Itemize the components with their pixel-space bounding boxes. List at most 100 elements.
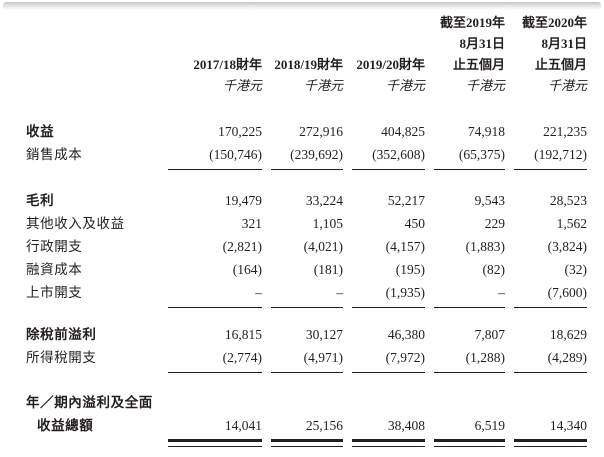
header-2019-period-line1: 截至2019年: [439, 15, 505, 30]
unit-hkd-thousand: 千港元: [385, 78, 425, 93]
spacer-cell: [26, 75, 159, 96]
row-cost-of-sales: 銷售成本 (150,746) (239,692) (352,608) (65,3…: [26, 143, 587, 170]
header-row-3: 2017/18財年 2018/19財年 2019/20財年 止五個月 止五個月: [26, 54, 587, 75]
spacer-cell: [352, 391, 425, 414]
cell-value: (2,774): [168, 346, 262, 373]
spacer-cell: [26, 33, 159, 54]
cell-value: 46,380: [387, 327, 425, 342]
cell-value: 1,562: [556, 216, 587, 231]
spacer-cell: [271, 33, 343, 54]
header-2020-period-line2: 8月31日: [541, 36, 587, 51]
cell-value: 272,916: [299, 124, 343, 139]
row-gross-profit: 毛利 19,479 33,224 52,217 9,543 28,523: [26, 189, 587, 212]
row-label: 融資成本: [26, 262, 83, 277]
header-2020-period-line3: 止五個月: [534, 57, 587, 72]
cell-value: 28,523: [549, 193, 587, 208]
spacer-cell: [271, 12, 343, 33]
row-label: 其他收入及收益: [26, 216, 125, 231]
row-label: 年／期內溢利及全面: [26, 395, 153, 410]
header-row-2: 8月31日 8月31日: [26, 33, 587, 54]
header-fy-2018-19: 2018/19財年: [274, 57, 343, 72]
spacer-cell: [26, 12, 159, 33]
header-2019-period-line2: 8月31日: [459, 36, 505, 51]
cell-value: (150,746): [168, 143, 262, 170]
cell-value: (1,935): [352, 281, 425, 308]
cell-value: (3,824): [547, 239, 587, 254]
spacer-cell: [168, 391, 262, 414]
row-label: 毛利: [26, 193, 55, 208]
cell-value: (4,021): [303, 239, 343, 254]
row-label: 除稅前溢利: [26, 327, 97, 342]
cell-value: 18,629: [549, 327, 587, 342]
row-label: 上市開支: [26, 285, 83, 300]
cell-value: 52,217: [387, 193, 425, 208]
financial-table: 截至2019年 截至2020年 8月31日 8月31日 2017/18財年 20…: [26, 12, 587, 447]
cell-value: (2,821): [222, 239, 262, 254]
row-label: 收益總額: [37, 418, 94, 433]
cell-value: –: [434, 281, 505, 308]
row-finance-costs: 融資成本 (164) (181) (195) (82) (32): [26, 258, 587, 281]
row-label: 行政開支: [26, 239, 83, 254]
cell-value: 404,825: [381, 124, 425, 139]
cell-value: (65,375): [434, 143, 505, 170]
spacer-cell: [168, 12, 262, 33]
row-total-comprehensive-income-line2: 收益總額 14,041 25,156 38,408 6,519 14,340: [26, 414, 587, 447]
header-row-units: 千港元 千港元 千港元 千港元 千港元: [26, 75, 587, 96]
cell-value: 450: [404, 216, 425, 231]
row-label: 所得稅開支: [26, 350, 97, 365]
cell-value: 9,543: [474, 193, 505, 208]
cell-value: (192,712): [514, 143, 587, 170]
cell-value: (7,600): [514, 281, 587, 308]
cell-value: 38,408: [352, 414, 425, 447]
cell-value: 25,156: [271, 414, 343, 447]
row-income-tax-expense: 所得稅開支 (2,774) (4,971) (7,972) (1,288) (4…: [26, 346, 587, 373]
cell-value: –: [168, 281, 262, 308]
cell-value: (4,289): [514, 346, 587, 373]
cell-value: 16,815: [224, 327, 262, 342]
cell-value: (4,157): [385, 239, 425, 254]
cell-value: (239,692): [271, 143, 343, 170]
cell-value: 321: [241, 216, 262, 231]
unit-hkd-thousand: 千港元: [465, 78, 505, 93]
unit-hkd-thousand: 千港元: [222, 78, 262, 93]
cell-value: (4,971): [271, 346, 343, 373]
header-row-1: 截至2019年 截至2020年: [26, 12, 587, 33]
cell-value: 229: [484, 216, 505, 231]
cell-value: 6,519: [434, 414, 505, 447]
spacer-cell: [271, 391, 343, 414]
cell-value: (352,608): [352, 143, 425, 170]
spacer-cell: [26, 54, 159, 75]
spacer-cell: [434, 391, 505, 414]
cell-value: (32): [564, 262, 588, 277]
header-fy-2019-20: 2019/20財年: [356, 57, 425, 72]
cell-value: (82): [482, 262, 506, 277]
unit-hkd-thousand: 千港元: [547, 78, 587, 93]
cell-value: –: [271, 281, 343, 308]
header-2019-period-line3: 止五個月: [452, 57, 505, 72]
spacer-cell: [352, 12, 425, 33]
cell-value: 14,340: [514, 414, 587, 447]
row-other-income-and-gains: 其他收入及收益 321 1,105 450 229 1,562: [26, 212, 587, 235]
cell-value: 30,127: [305, 327, 343, 342]
row-profit-before-tax: 除稅前溢利 16,815 30,127 46,380 7,807 18,629: [26, 323, 587, 346]
cell-value: 221,235: [543, 124, 587, 139]
row-listing-expenses: 上市開支 – – (1,935) – (7,600): [26, 281, 587, 308]
row-administrative-expenses: 行政開支 (2,821) (4,021) (4,157) (1,883) (3,…: [26, 235, 587, 258]
cell-value: 74,918: [467, 124, 505, 139]
header-2020-period-line1: 截至2020年: [521, 15, 587, 30]
row-label: 收益: [26, 124, 55, 139]
cell-value: 19,479: [224, 193, 262, 208]
cell-value: 7,807: [474, 327, 505, 342]
cell-value: (195): [395, 262, 425, 277]
row-label: 銷售成本: [26, 147, 83, 162]
row-revenue: 收益 170,225 272,916 404,825 74,918 221,23…: [26, 120, 587, 143]
spacer-cell: [514, 391, 587, 414]
cell-value: (1,883): [465, 239, 505, 254]
cell-value: (1,288): [434, 346, 505, 373]
cell-value: 14,041: [168, 414, 262, 447]
page-top-shadow: [3, 2, 601, 10]
cell-value: (7,972): [352, 346, 425, 373]
cell-value: 1,105: [312, 216, 343, 231]
unit-hkd-thousand: 千港元: [303, 78, 343, 93]
